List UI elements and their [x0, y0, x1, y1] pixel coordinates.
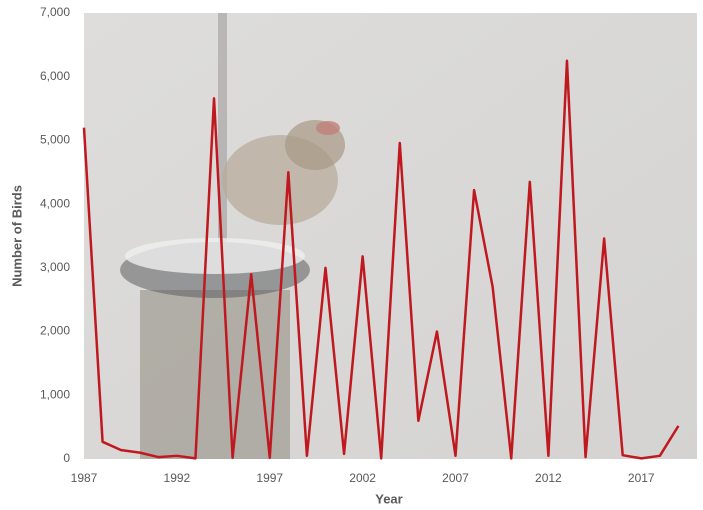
x-axis-title: Year — [375, 491, 402, 506]
y-tick-label: 4,000 — [40, 196, 70, 210]
y-axis-title: Number of Birds — [9, 185, 24, 287]
x-tick-label: 1992 — [164, 471, 191, 485]
y-tick-label: 5,000 — [40, 133, 70, 147]
y-tick-label: 2,000 — [40, 324, 70, 338]
x-tick-label: 2007 — [442, 471, 469, 485]
y-tick-label: 6,000 — [40, 69, 70, 83]
x-tick-label: 1987 — [71, 471, 98, 485]
background-photo — [84, 13, 697, 459]
x-tick-label: 2017 — [628, 471, 655, 485]
y-tick-label: 0 — [63, 451, 70, 465]
x-tick-label: 1997 — [256, 471, 283, 485]
x-tick-label: 2002 — [349, 471, 376, 485]
y-tick-label: 1,000 — [40, 387, 70, 401]
chart: Year Number of Birds 0 1,000 2,000 3,000 4,0… — [0, 0, 703, 510]
y-tick-label: 7,000 — [40, 5, 70, 19]
y-tick-label: 3,000 — [40, 260, 70, 274]
x-tick-label: 2012 — [535, 471, 562, 485]
